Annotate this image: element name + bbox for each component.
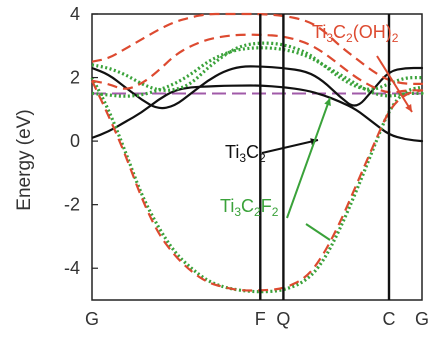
annotation-layer: Ti3C2 Ti3C2F2 Ti3C2(OH)2: [220, 22, 413, 241]
pointer-line-0: [261, 139, 319, 154]
pointer-line-2: [376, 55, 413, 113]
x-tick-label-q: Q: [276, 309, 290, 329]
y-axis-title: Energy (eV): [14, 109, 35, 210]
formula-label-2: Ti3C2(OH)2: [312, 22, 399, 45]
series-line-ti3c2oh2-6: [91, 12, 424, 86]
formula-label-0: Ti3C2: [225, 142, 266, 165]
x-tick-label-g: G: [85, 309, 99, 329]
series-layer: [90, 12, 424, 294]
y-tick-label: 0: [70, 131, 80, 151]
plot-frame: [91, 13, 423, 301]
series-line-ti3c2-1: [91, 65, 424, 110]
series-line-ti3c2oh2-5: [91, 80, 424, 292]
pointer-line-1: [286, 97, 331, 219]
pointer-arrowhead-1: [324, 98, 331, 106]
plot-border: [91, 13, 423, 301]
y-tick-label: 2: [70, 68, 80, 88]
tick-layer: -4 -2 0 2 4: [64, 4, 98, 278]
y-tick-label: -4: [64, 258, 80, 278]
formula-label-1: Ti3C2F2: [220, 196, 279, 219]
x-tick-label-c: C: [383, 309, 396, 329]
y-tick-label: -2: [64, 195, 80, 215]
series-line-ti3c2f2-3: [91, 41, 424, 92]
y-tick-label: 4: [70, 4, 80, 24]
series-line-ti3c2f2-4: [91, 46, 424, 98]
series-line-ti3c2-0: [91, 84, 424, 143]
x-tick-label-g: G: [415, 309, 429, 329]
pointer-line-1-b: [305, 223, 331, 241]
x-tick-label-f: F: [255, 309, 266, 329]
pointer-arrowhead-2: [405, 104, 412, 112]
series-line-ti3c2f2-2: [90, 76, 424, 294]
series-line-ti3c2oh2-7: [91, 33, 424, 94]
